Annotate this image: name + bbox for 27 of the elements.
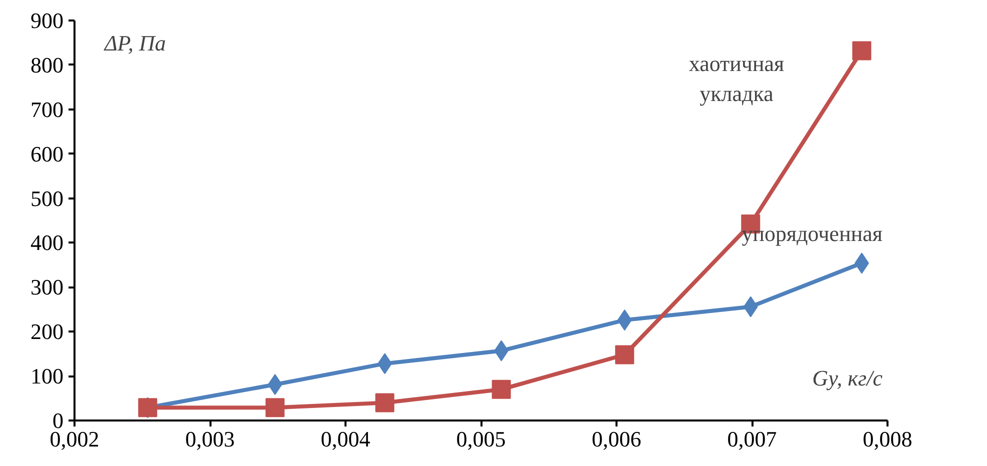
y-tick-label: 300 [30,274,64,300]
annotation: хаотичная укладка [688,51,784,106]
x-tick-label: 0,005 [456,426,506,452]
y-tick-label: 700 [30,96,64,122]
x-axis-title: Gy, кг/с [812,366,883,390]
y-tick-label: 600 [30,141,64,166]
y-tick-label: 500 [30,186,64,211]
y-tick-label: 400 [30,230,64,256]
x-tick-label: 0,004 [320,426,370,452]
y-tick-label: 900 [30,8,64,33]
y-tick-label: 200 [30,319,64,344]
point [615,345,634,364]
y-tick-label: 0 [52,408,64,433]
y-tick-label: 800 [30,52,64,78]
y-axis-title: ΔP, Па [104,30,166,56]
point [138,398,158,418]
point [852,41,872,60]
x-tick-label: 0,008 [862,426,912,452]
annotation: упорядоченная [742,221,883,246]
x-tick-label: 0,007 [727,426,777,452]
point [268,374,282,395]
point [266,398,285,418]
point [492,380,511,399]
y-tick-label: 100 [30,364,64,389]
x-tick-label: 0,006 [592,426,642,452]
x-tick-label: 0,003 [185,426,235,452]
point [375,393,394,412]
